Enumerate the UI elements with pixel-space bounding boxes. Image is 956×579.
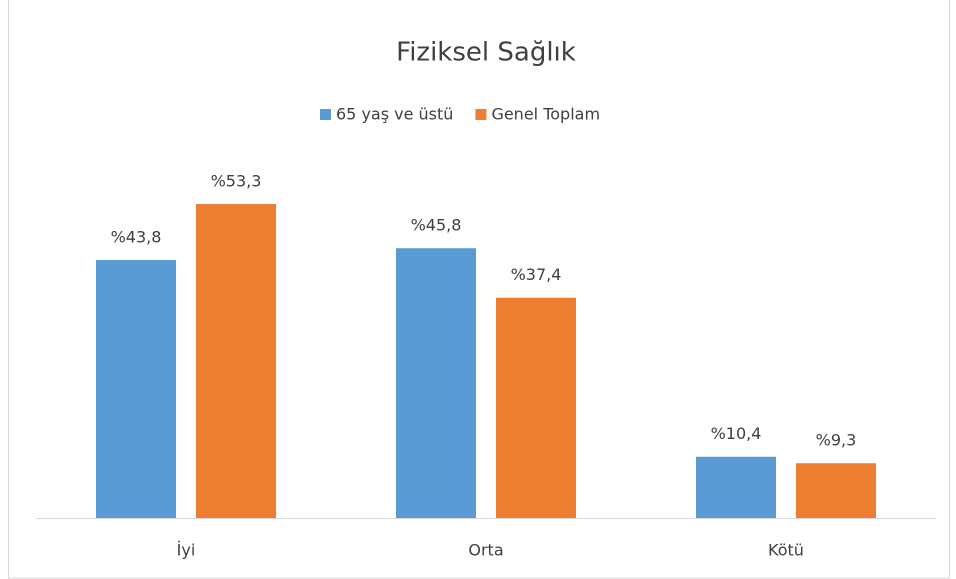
value-label: %53,3 xyxy=(211,172,262,191)
legend-swatch xyxy=(320,109,331,120)
bar xyxy=(696,456,776,518)
value-label: %9,3 xyxy=(816,431,857,450)
bar xyxy=(796,463,876,518)
value-label: %10,4 xyxy=(711,424,762,443)
chart-title: Fiziksel Sağlık xyxy=(396,38,576,68)
bar xyxy=(496,297,576,518)
value-label: %45,8 xyxy=(411,216,462,235)
bar xyxy=(396,248,476,518)
bar xyxy=(196,204,276,519)
x-tick-label: İyi xyxy=(177,541,196,560)
x-tick-label: Orta xyxy=(468,541,503,560)
bar xyxy=(96,260,176,518)
legend-swatch xyxy=(475,109,487,120)
value-label: %43,8 xyxy=(111,228,162,247)
legend-label: 65 yaş ve üstü xyxy=(336,105,453,124)
x-tick-label: Kötü xyxy=(768,541,804,560)
value-label: %37,4 xyxy=(511,265,562,284)
legend-label: Genel Toplam xyxy=(491,105,600,124)
